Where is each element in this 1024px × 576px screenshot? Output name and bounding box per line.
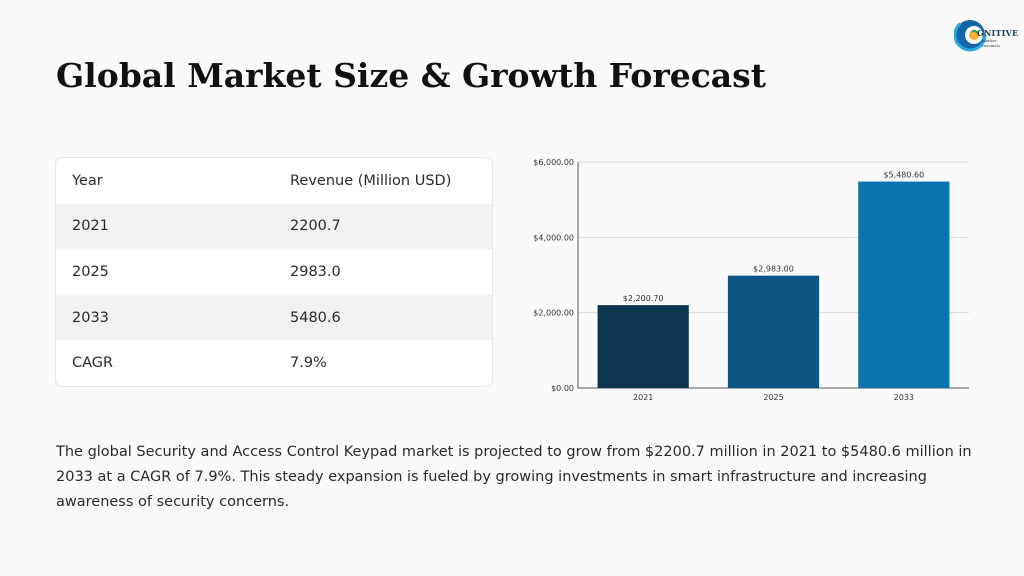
chart-canvas: $0.00 $2,000.00 $4,000.00 $6,000.00 $2,200.7… [533, 158, 969, 402]
bar [597, 305, 689, 388]
y-tick-label: $6,000.00 [533, 158, 574, 167]
table-cell-year: 2025 [72, 263, 109, 280]
bar-data-label: $2,983.00 [753, 265, 794, 274]
table-row: 2033 5480.6 [56, 294, 492, 341]
table-cell-year: 2021 [72, 218, 109, 235]
x-tick-label: 2033 [894, 393, 914, 402]
bar-data-label: $5,480.60 [883, 171, 924, 180]
y-tick-label: $2,000.00 [533, 309, 574, 318]
logo-sub-line-1: market [982, 38, 997, 43]
table-cell-revenue: 2983.0 [290, 263, 341, 280]
table-cell-value: 7.9% [290, 355, 327, 372]
market-size-table: Year Revenue (Million USD) 2021 2200.7 2… [55, 157, 493, 387]
page-title: Global Market Size & Growth Forecast [56, 56, 766, 95]
table-row: CAGR 7.9% [56, 340, 492, 386]
market-description: The global Security and Access Control K… [56, 444, 972, 510]
company-logo: GNITIVE market research [953, 15, 1019, 55]
column-header-revenue: Revenue (Million USD) [290, 172, 452, 189]
column-header-year: Year [72, 172, 103, 189]
y-tick-label: $4,000.00 [533, 233, 574, 242]
x-tick-label: 2021 [633, 393, 653, 402]
table-cell-revenue: 2200.7 [290, 218, 341, 235]
logo-wordmark: GNITIVE [977, 28, 1019, 38]
table-cell-metric: CAGR [72, 355, 114, 372]
table-cell-year: 2033 [72, 309, 109, 326]
revenue-bar-chart: $0.00 $2,000.00 $4,000.00 $6,000.00 $2,200.7… [520, 148, 980, 410]
bar-data-label: $2,200.70 [623, 294, 664, 303]
bar [858, 181, 950, 388]
table-row: 2025 2983.0 [56, 249, 492, 295]
bar [727, 275, 820, 388]
x-tick-label: 2025 [763, 393, 783, 402]
table-cell-revenue: 5480.6 [290, 309, 341, 326]
table-header-row: Year Revenue (Million USD) [56, 158, 492, 204]
logo-subtitle: market research [982, 38, 1000, 48]
table-row: 2021 2200.7 [56, 203, 492, 250]
logo-c-mark-icon [953, 18, 987, 52]
y-tick-label: $0.00 [551, 384, 574, 393]
logo-sub-line-2: research [982, 43, 1000, 48]
